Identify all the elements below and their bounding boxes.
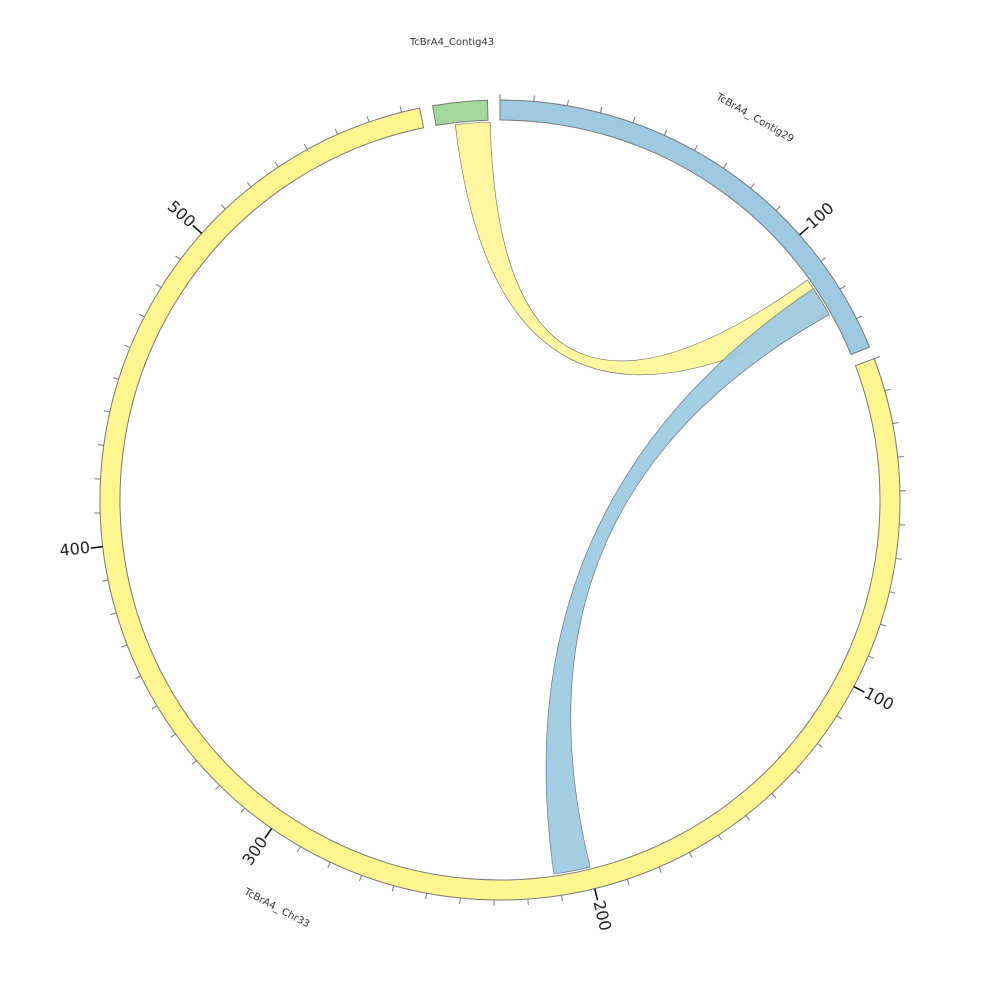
tick: [868, 655, 875, 659]
tick: [425, 893, 428, 900]
tick-label: 100: [861, 683, 897, 714]
tick: [839, 285, 846, 290]
tick: [151, 705, 158, 710]
tick: [246, 181, 252, 188]
tick: [121, 644, 128, 648]
tick: [103, 410, 110, 413]
tick-label: 400: [59, 538, 92, 560]
tick: [853, 685, 865, 693]
tick: [110, 612, 117, 616]
tick: [795, 769, 801, 774]
tick: [600, 106, 603, 113]
tick: [897, 456, 904, 458]
tick: [399, 106, 403, 113]
sector-label: TcBrA4_ Contig29: [713, 91, 795, 145]
tick: [191, 760, 197, 765]
tick: [820, 257, 827, 262]
sector: [499, 99, 871, 356]
tick: [895, 557, 902, 560]
tick: [775, 205, 781, 211]
tick: [884, 388, 891, 392]
tick: [220, 204, 226, 210]
tick: [264, 828, 273, 839]
tick: [745, 815, 751, 821]
tick: [533, 95, 535, 102]
tick: [718, 834, 723, 841]
tick-label: 300: [238, 833, 271, 869]
tick: [274, 161, 279, 168]
tick: [889, 591, 896, 594]
tick: [296, 846, 301, 853]
tick: [97, 444, 104, 446]
link: [545, 288, 830, 875]
tick: [817, 743, 823, 748]
tick: [658, 866, 662, 873]
tick: [175, 255, 181, 260]
tick: [170, 733, 176, 738]
tick: [102, 579, 109, 582]
tick: [240, 807, 246, 813]
tick: [112, 377, 119, 380]
sector-label: TcBrA4_ Chr33: [241, 886, 311, 930]
tick: [90, 545, 103, 549]
tick: [632, 116, 636, 123]
tick: [663, 129, 668, 136]
tick: [561, 895, 563, 902]
tick: [303, 143, 308, 150]
sector-label: TcBrA4_Contig43: [409, 37, 494, 48]
tick: [391, 885, 395, 892]
tick: [771, 793, 777, 799]
tick: [124, 344, 131, 349]
tick-label: 200: [589, 898, 615, 932]
link: [454, 121, 829, 376]
tick: [566, 99, 569, 106]
tick: [459, 897, 461, 905]
tick: [594, 888, 599, 901]
tick: [215, 784, 220, 790]
tick: [880, 623, 887, 627]
tick: [192, 224, 203, 234]
tick: [799, 226, 810, 236]
tick: [874, 356, 880, 360]
tick: [856, 315, 863, 320]
tick: [135, 675, 142, 680]
tick: [722, 162, 728, 169]
tick: [688, 852, 693, 858]
sector: [432, 99, 489, 127]
tick: [155, 283, 162, 288]
tick: [892, 422, 899, 425]
tick: [327, 862, 331, 868]
tick: [366, 116, 370, 123]
tick: [694, 145, 698, 151]
sector: [99, 107, 901, 901]
tick: [626, 879, 630, 886]
tick: [359, 875, 363, 882]
tick: [750, 183, 755, 189]
tick: [334, 128, 339, 135]
tick: [138, 313, 145, 318]
tick: [836, 715, 843, 720]
